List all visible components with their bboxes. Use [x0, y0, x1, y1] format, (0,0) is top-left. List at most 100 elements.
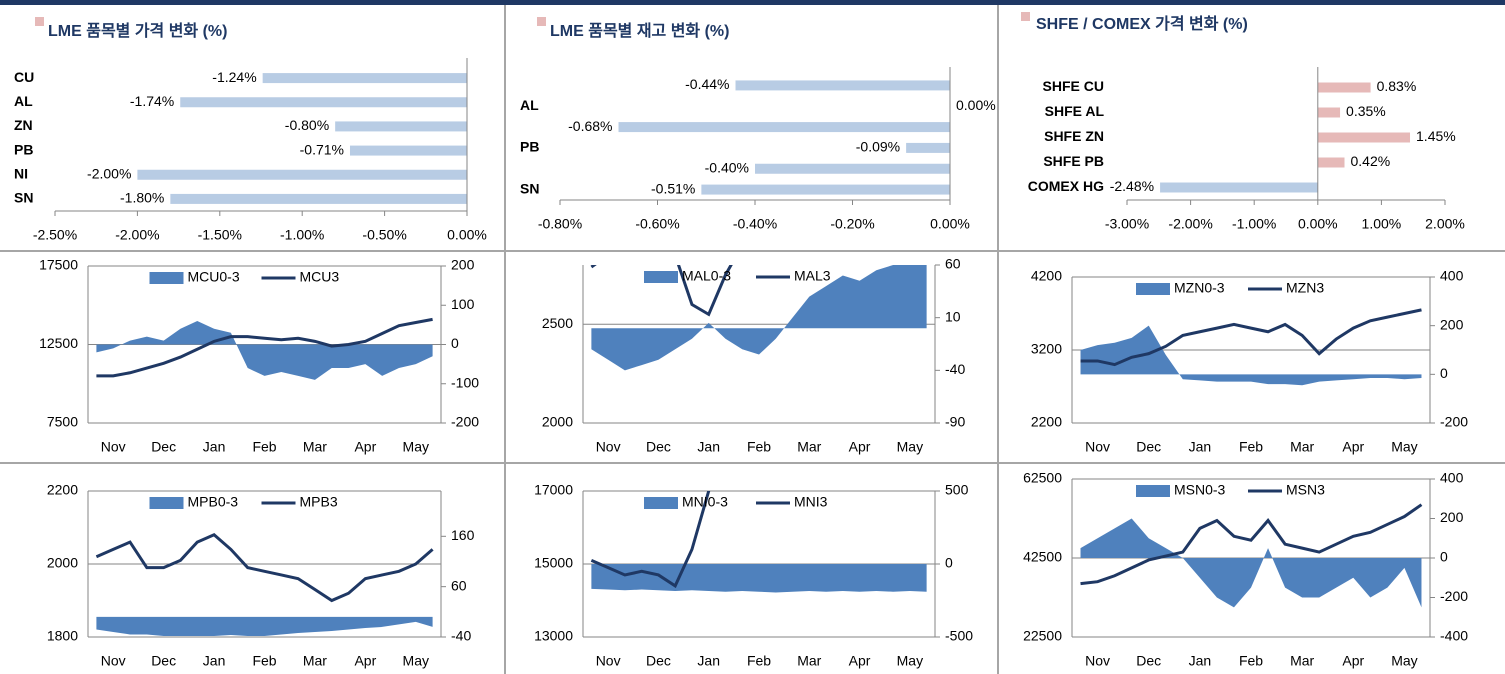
y2-tick-label: 0	[1440, 549, 1448, 565]
legend-label: MPB0-3	[188, 494, 239, 510]
x-tick-label: Jan	[1189, 439, 1212, 455]
x-tick-label: Jan	[1189, 653, 1212, 669]
y2-tick-label: 200	[1440, 509, 1464, 525]
legend-label: MNI3	[794, 494, 828, 510]
x-tick-label: -1.00%	[1232, 216, 1276, 232]
y2-tick-label: -200	[451, 414, 479, 430]
x-tick-label: Apr	[849, 653, 871, 669]
y2-tick-label: -40	[945, 361, 965, 377]
x-tick-label: Apr	[849, 439, 871, 455]
x-tick-label: -0.60%	[635, 216, 679, 232]
y-tick-label: NI	[14, 165, 28, 181]
x-tick-label: Mar	[1290, 439, 1314, 455]
bar	[736, 80, 951, 90]
y2-tick-label: 200	[1440, 316, 1464, 332]
y2-tick-label: -200	[1440, 588, 1468, 604]
y-tick-label: 62500	[1023, 470, 1062, 486]
x-tick-label: Feb	[252, 439, 276, 455]
y2-tick-label: 60	[451, 577, 467, 593]
data-label: -0.68%	[568, 118, 612, 134]
y2-tick-label: 160	[451, 527, 475, 543]
x-tick-label: 0.00%	[1298, 216, 1338, 232]
y-tick-label: PB	[14, 141, 33, 157]
y-tick-label: 22500	[1023, 628, 1062, 644]
bar	[1318, 83, 1371, 93]
y-tick-label: CU	[14, 69, 34, 85]
x-tick-label: Dec	[646, 439, 671, 455]
data-label: 0.83%	[1377, 78, 1417, 94]
y-tick-label: SHFE AL	[1045, 103, 1105, 119]
x-tick-label: Mar	[303, 439, 327, 455]
x-tick-label: Feb	[252, 653, 276, 669]
x-tick-label: -0.50%	[362, 227, 406, 243]
x-tick-label: May	[403, 439, 429, 455]
data-label: -0.09%	[856, 139, 900, 155]
x-tick-label: -1.00%	[280, 227, 324, 243]
x-tick-label: -2.50%	[33, 227, 77, 243]
y-tick-label: 1800	[47, 628, 78, 644]
x-tick-label: Nov	[596, 439, 621, 455]
legend-label: MSN0-3	[1174, 482, 1226, 498]
y2-tick-label: 200	[451, 257, 475, 273]
x-tick-label: 0.00%	[930, 216, 970, 232]
legend-swatch	[150, 497, 184, 509]
y2-tick-label: 500	[945, 482, 969, 498]
bar	[701, 185, 950, 195]
x-tick-label: Apr	[1342, 653, 1364, 669]
top-strip	[0, 0, 1505, 5]
y2-tick-label: -100	[451, 374, 479, 390]
x-tick-label: May	[1391, 653, 1417, 669]
data-label: -0.71%	[300, 141, 344, 157]
x-tick-label: -0.40%	[733, 216, 777, 232]
legend-label: MSN3	[1286, 482, 1325, 498]
chart-title: SHFE / COMEX 가격 변화 (%)	[1036, 14, 1248, 33]
title-icon	[537, 17, 546, 26]
y2-tick-label: -400	[1440, 628, 1468, 644]
y2-tick-label: -500	[945, 628, 973, 644]
x-tick-label: Nov	[1085, 653, 1110, 669]
y-tick-label: ZN	[14, 117, 33, 133]
bar	[180, 97, 467, 107]
x-tick-label: Nov	[596, 653, 621, 669]
y-tick-label: AL	[520, 97, 539, 113]
x-tick-label: Dec	[151, 439, 176, 455]
x-tick-label: Jan	[203, 439, 226, 455]
x-tick-label: 0.00%	[447, 227, 487, 243]
x-tick-label: Dec	[646, 653, 671, 669]
data-label: -0.80%	[285, 117, 329, 133]
data-label: 0.00%	[956, 97, 996, 113]
x-tick-label: Feb	[747, 653, 771, 669]
y-tick-label: 7500	[47, 414, 78, 430]
y2-tick-label: -90	[945, 414, 965, 430]
legend-swatch	[150, 272, 184, 284]
x-tick-label: 2.00%	[1425, 216, 1465, 232]
legend-label: MNI0-3	[682, 494, 728, 510]
x-tick-label: May	[897, 653, 923, 669]
data-label: -2.48%	[1110, 178, 1154, 194]
bar	[1318, 108, 1340, 118]
bar	[619, 122, 951, 132]
x-tick-label: -0.20%	[830, 216, 874, 232]
bar	[906, 143, 950, 153]
title-icon	[35, 17, 44, 26]
y2-tick-label: -40	[451, 628, 471, 644]
data-label: 0.35%	[1346, 103, 1386, 119]
bar	[137, 170, 467, 180]
y-tick-label: 2500	[542, 315, 573, 331]
y-tick-label: SHFE PB	[1043, 153, 1104, 169]
x-tick-label: Apr	[1342, 439, 1364, 455]
y2-tick-label: 60	[945, 256, 961, 272]
data-label: -0.51%	[651, 180, 695, 196]
legend-label: MAL0-3	[682, 268, 731, 284]
legend-label: MCU0-3	[188, 269, 240, 285]
x-tick-label: Jan	[203, 653, 226, 669]
y-tick-label: 15000	[534, 555, 573, 571]
x-tick-label: -1.50%	[198, 227, 242, 243]
x-tick-label: Mar	[303, 653, 327, 669]
dashboard: LME 품목별 가격 변화 (%)-2.50%-2.00%-1.50%-1.00…	[0, 0, 1505, 674]
y-tick-label: SN	[520, 180, 539, 196]
bar	[755, 164, 950, 174]
x-tick-label: May	[897, 439, 923, 455]
y2-tick-label: 400	[1440, 470, 1464, 486]
x-tick-label: -0.80%	[538, 216, 582, 232]
